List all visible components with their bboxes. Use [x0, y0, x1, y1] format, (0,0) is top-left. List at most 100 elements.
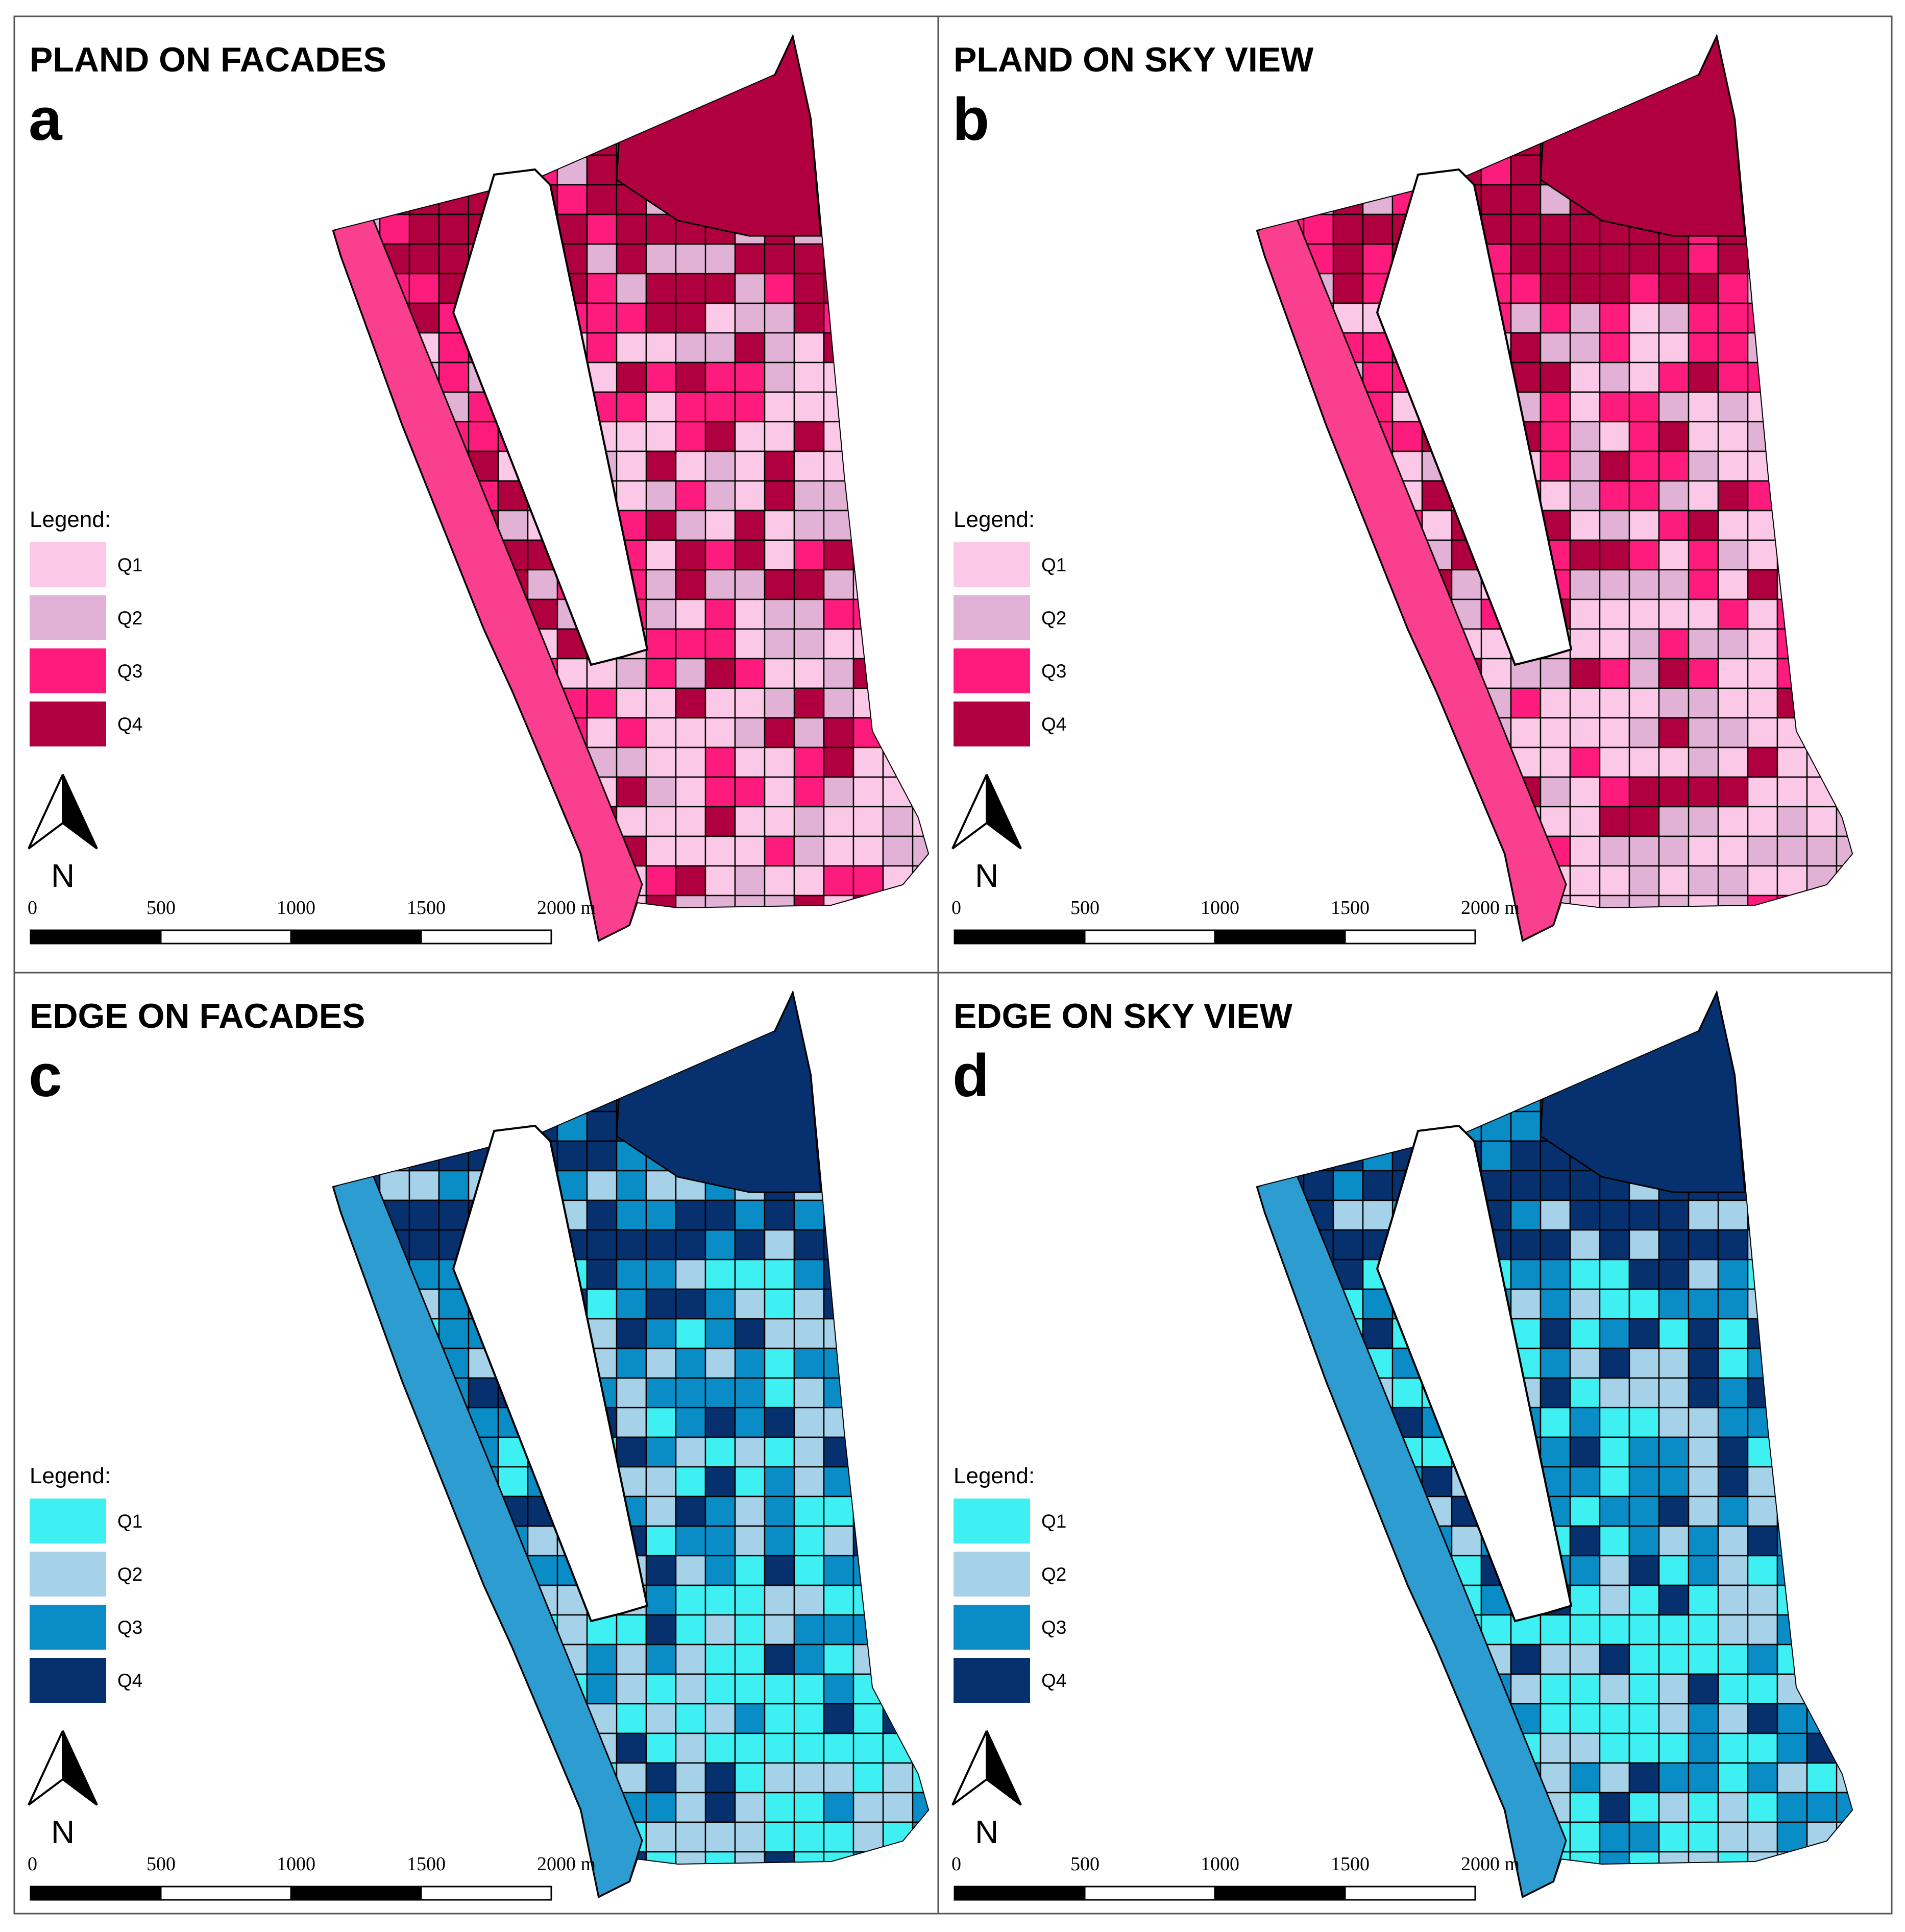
parcel: [333, 154, 381, 186]
parcel: [852, 1199, 884, 1231]
parcel: [1599, 1644, 1630, 1675]
parcel: [616, 65, 647, 97]
parcel: [349, 806, 381, 837]
parcel: [1332, 1584, 1394, 1616]
parcel: [1806, 1732, 1838, 1764]
parcel: [1569, 243, 1601, 275]
parcel: [764, 1821, 795, 1853]
parcel: [764, 332, 795, 364]
parcel: [1257, 1762, 1275, 1794]
parcel: [1273, 1703, 1305, 1734]
parcel: [1599, 598, 1630, 630]
parcel: [1332, 1792, 1364, 1823]
parcel: [349, 450, 381, 482]
parcel: [645, 1495, 677, 1527]
parcel: [1273, 1495, 1305, 1527]
parcel: [1257, 125, 1275, 156]
parcel: [1628, 243, 1660, 275]
parcel: [438, 1673, 470, 1705]
parcel: [1628, 746, 1660, 778]
parcel: [734, 1821, 766, 1853]
parcel: [1836, 924, 1852, 940]
parcel: [1569, 895, 1601, 926]
parcel: [882, 658, 914, 689]
parcel: [1747, 687, 1778, 719]
scale-tick-label: 1000: [277, 897, 315, 919]
parcel: [1658, 391, 1690, 423]
parcel: [379, 510, 410, 541]
parcel: [379, 1022, 410, 1053]
parcel: [1628, 421, 1660, 452]
parcel: [1391, 865, 1423, 897]
parcel: [497, 1081, 529, 1113]
parcel: [349, 1377, 381, 1409]
parcel: [675, 332, 706, 364]
parcel: [793, 1436, 825, 1468]
parcel: [1599, 1555, 1630, 1586]
parcel: [1776, 1436, 1808, 1468]
scale-tick-label: 1500: [1331, 897, 1370, 919]
legend-swatch-q4: [30, 1658, 106, 1703]
legend-label-q3: Q3: [117, 661, 142, 682]
parcel: [1776, 154, 1808, 186]
parcel: [1658, 687, 1690, 719]
parcel: [1480, 37, 1512, 67]
parcel: [1303, 1644, 1334, 1675]
parcel: [1362, 835, 1394, 867]
parcel: [823, 1140, 854, 1172]
parcel: [852, 658, 884, 689]
parcel: [852, 569, 884, 600]
parcel: [1569, 993, 1601, 1024]
parcel: [645, 1821, 677, 1853]
parcel: [1776, 1525, 1808, 1557]
parcel: [1776, 1229, 1808, 1261]
parcel: [1717, 510, 1749, 541]
parcel: [616, 993, 647, 1024]
parcel: [1776, 1407, 1808, 1438]
parcel: [1688, 539, 1719, 571]
parcel: [764, 895, 795, 926]
parcel: [1836, 1051, 1852, 1083]
parcel: [704, 332, 736, 364]
parcel: [1540, 1199, 1571, 1231]
parcel: [823, 746, 854, 778]
parcel: [616, 1022, 647, 1053]
parcel: [616, 1051, 647, 1083]
parcel: [408, 1170, 440, 1201]
scale-segment: [420, 1886, 552, 1901]
parcel: [1628, 658, 1660, 689]
parcel: [675, 1022, 736, 1053]
parcel: [734, 1377, 766, 1409]
parcel: [704, 65, 736, 97]
parcel: [468, 895, 499, 926]
parcel: [1776, 1140, 1808, 1172]
parcel: [1717, 776, 1749, 808]
parcel: [882, 361, 914, 393]
parcel: [675, 835, 706, 867]
parcel: [793, 37, 854, 67]
parcel: [1421, 95, 1453, 127]
scale-tick-label: 1000: [1201, 1853, 1239, 1875]
parcel: [852, 1584, 884, 1616]
parcel: [1332, 993, 1364, 1024]
parcel: [349, 421, 381, 452]
parcel: [1257, 510, 1275, 541]
parcel: [645, 1318, 677, 1349]
parcel: [1391, 37, 1423, 67]
parcel: [333, 776, 351, 808]
parcel: [616, 1199, 647, 1231]
parcel: [1303, 1170, 1334, 1201]
parcel: [1599, 658, 1630, 689]
parcel: [852, 1377, 884, 1409]
parcel: [1303, 1792, 1334, 1823]
parcel: [1628, 1229, 1660, 1261]
parcel: [1776, 1584, 1808, 1616]
parcel: [1658, 1555, 1690, 1586]
parcel: [1836, 184, 1852, 215]
parcel: [823, 1022, 854, 1053]
parcel: [1776, 243, 1808, 275]
parcel: [1599, 1436, 1630, 1468]
parcel: [1836, 1644, 1852, 1675]
parcel: [1391, 1703, 1423, 1734]
parcel: [675, 598, 706, 630]
